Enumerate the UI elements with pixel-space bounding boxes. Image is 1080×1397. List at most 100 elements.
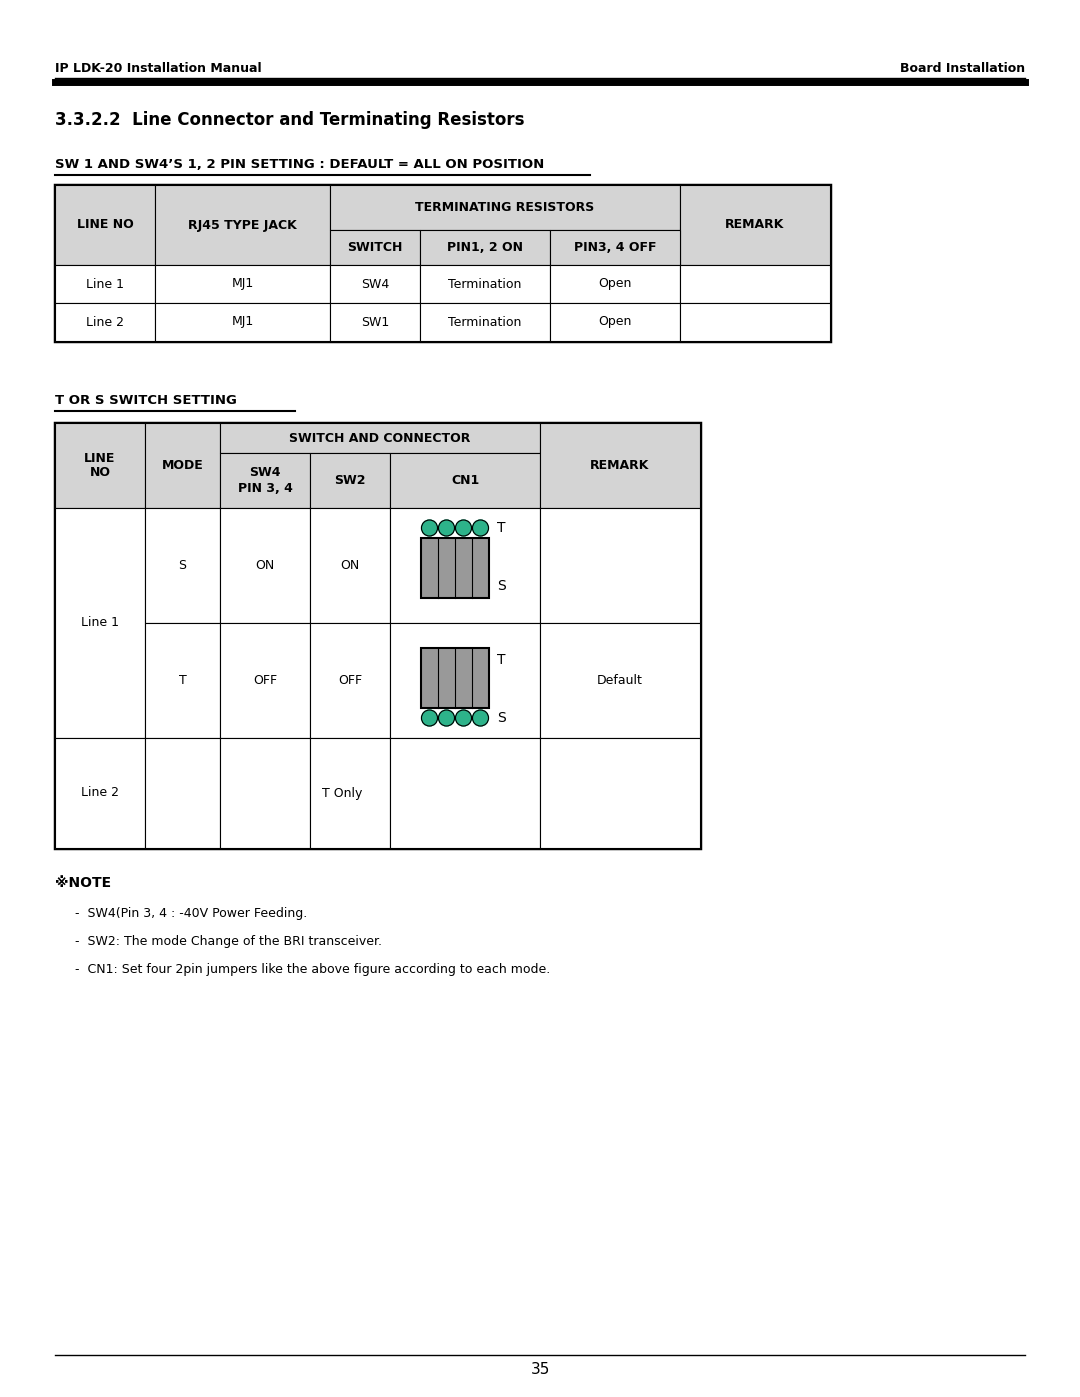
Bar	[220, 453, 310, 509]
Text: Default: Default	[597, 673, 643, 687]
Bar	[680, 303, 831, 341]
Text: ※NOTE: ※NOTE	[55, 876, 111, 890]
Text: Open: Open	[598, 316, 632, 328]
Text: SWITCH: SWITCH	[348, 242, 403, 254]
Text: PIN3, 4 OFF: PIN3, 4 OFF	[573, 242, 657, 254]
Bar	[330, 184, 680, 231]
Text: T OR S SWITCH SETTING: T OR S SWITCH SETTING	[55, 394, 237, 408]
Bar	[390, 509, 540, 623]
Bar	[310, 623, 390, 738]
Bar	[310, 509, 390, 623]
Bar	[390, 623, 540, 738]
Bar	[550, 303, 680, 341]
Text: -  CN1: Set four 2pin jumpers like the above figure according to each mode.: - CN1: Set four 2pin jumpers like the ab…	[75, 963, 550, 975]
Bar	[145, 738, 220, 848]
Bar	[55, 738, 145, 848]
Text: Open: Open	[598, 278, 632, 291]
Text: SW 1 AND SW4’S 1, 2 PIN SETTING : DEFAULT = ALL ON POSITION: SW 1 AND SW4’S 1, 2 PIN SETTING : DEFAUL…	[55, 158, 544, 172]
Circle shape	[456, 710, 472, 726]
Text: Line 2: Line 2	[86, 316, 124, 328]
Text: 35: 35	[530, 1362, 550, 1376]
Text: SW4: SW4	[361, 278, 389, 291]
Text: T: T	[178, 673, 187, 687]
Text: 3.3.2.2  Line Connector and Terminating Resistors: 3.3.2.2 Line Connector and Terminating R…	[55, 110, 525, 129]
Text: T: T	[497, 652, 505, 666]
Bar	[220, 509, 310, 623]
Bar	[421, 538, 489, 598]
Circle shape	[456, 520, 472, 536]
Circle shape	[473, 520, 488, 536]
Bar	[55, 423, 145, 509]
Text: SWITCH AND CONNECTOR: SWITCH AND CONNECTOR	[289, 432, 471, 444]
Bar	[550, 231, 680, 265]
Text: Termination: Termination	[448, 278, 522, 291]
Bar	[420, 265, 550, 303]
Bar	[55, 509, 145, 738]
Text: OFF: OFF	[338, 673, 362, 687]
Text: IP LDK-20 Installation Manual: IP LDK-20 Installation Manual	[55, 61, 261, 74]
Text: S: S	[497, 711, 505, 725]
Bar	[540, 738, 700, 848]
Text: T: T	[497, 521, 505, 535]
Text: OFF: OFF	[253, 673, 278, 687]
Text: ON: ON	[255, 559, 274, 571]
Text: MJ1: MJ1	[231, 316, 254, 328]
Circle shape	[473, 710, 488, 726]
Bar	[55, 184, 156, 265]
Bar	[421, 648, 489, 708]
Bar	[680, 184, 831, 265]
Bar	[55, 423, 700, 848]
Text: Board Installation: Board Installation	[900, 61, 1025, 74]
Text: PIN1, 2 ON: PIN1, 2 ON	[447, 242, 523, 254]
Bar	[220, 623, 310, 738]
Bar	[55, 184, 831, 341]
Bar	[55, 303, 156, 341]
Text: SW1: SW1	[361, 316, 389, 328]
Bar	[330, 303, 420, 341]
Text: Line 1: Line 1	[86, 278, 124, 291]
Circle shape	[438, 710, 455, 726]
Bar	[330, 265, 420, 303]
Text: REMARK: REMARK	[591, 460, 650, 472]
Bar	[540, 623, 700, 738]
Bar	[390, 453, 540, 509]
Text: SW4
PIN 3, 4: SW4 PIN 3, 4	[238, 467, 293, 495]
Bar	[550, 265, 680, 303]
Bar	[421, 648, 489, 708]
Bar	[145, 623, 220, 738]
Bar	[310, 453, 390, 509]
Text: MODE: MODE	[162, 460, 203, 472]
Circle shape	[421, 710, 437, 726]
Text: MJ1: MJ1	[231, 278, 254, 291]
Text: LINE
NO: LINE NO	[84, 451, 116, 479]
Bar	[55, 265, 156, 303]
Text: LINE NO: LINE NO	[77, 218, 133, 232]
Bar	[540, 509, 700, 623]
Text: RJ45 TYPE JACK: RJ45 TYPE JACK	[188, 218, 297, 232]
Text: Line 1: Line 1	[81, 616, 119, 630]
Bar	[220, 738, 310, 848]
Bar	[145, 509, 220, 623]
Circle shape	[421, 520, 437, 536]
Bar	[680, 265, 831, 303]
Bar	[421, 538, 489, 598]
Bar	[156, 303, 330, 341]
Bar	[330, 231, 420, 265]
Bar	[156, 265, 330, 303]
Text: ON: ON	[340, 559, 360, 571]
Bar	[55, 423, 700, 509]
Bar	[540, 423, 700, 509]
Text: -  SW2: The mode Change of the BRI transceiver.: - SW2: The mode Change of the BRI transc…	[75, 935, 382, 947]
Circle shape	[438, 520, 455, 536]
Bar	[145, 423, 220, 509]
Text: S: S	[497, 578, 505, 592]
Bar	[156, 184, 330, 265]
Text: Line 2: Line 2	[81, 787, 119, 799]
Text: CN1: CN1	[450, 474, 480, 488]
Text: S: S	[178, 559, 187, 571]
Text: T Only: T Only	[322, 787, 363, 799]
Text: Termination: Termination	[448, 316, 522, 328]
Text: REMARK: REMARK	[726, 218, 785, 232]
Text: SW2: SW2	[334, 474, 366, 488]
Bar	[310, 738, 390, 848]
